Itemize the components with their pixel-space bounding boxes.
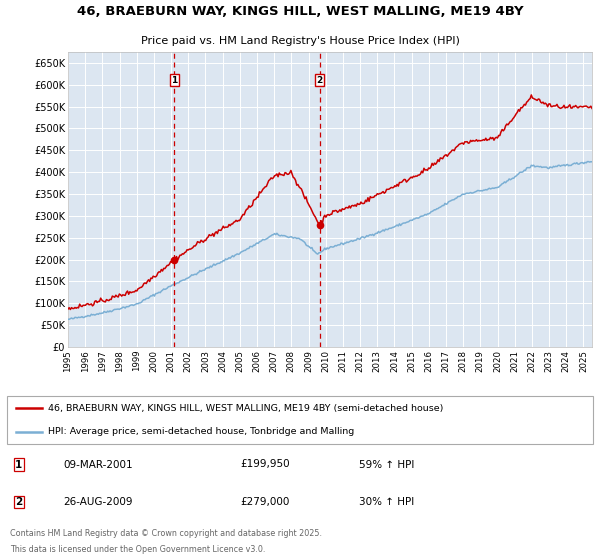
Text: 2: 2	[317, 76, 323, 85]
Text: This data is licensed under the Open Government Licence v3.0.: This data is licensed under the Open Gov…	[10, 545, 265, 554]
Text: Price paid vs. HM Land Registry's House Price Index (HPI): Price paid vs. HM Land Registry's House …	[140, 35, 460, 45]
Text: HPI: Average price, semi-detached house, Tonbridge and Malling: HPI: Average price, semi-detached house,…	[49, 427, 355, 436]
Text: £199,950: £199,950	[241, 460, 290, 469]
Text: 26-AUG-2009: 26-AUG-2009	[63, 497, 133, 507]
Text: 2: 2	[15, 497, 22, 507]
Text: 46, BRAEBURN WAY, KINGS HILL, WEST MALLING, ME19 4BY: 46, BRAEBURN WAY, KINGS HILL, WEST MALLI…	[77, 5, 523, 18]
Text: 1: 1	[15, 460, 22, 469]
Text: 46, BRAEBURN WAY, KINGS HILL, WEST MALLING, ME19 4BY (semi-detached house): 46, BRAEBURN WAY, KINGS HILL, WEST MALLI…	[49, 404, 444, 413]
Text: £279,000: £279,000	[241, 497, 290, 507]
Text: 59% ↑ HPI: 59% ↑ HPI	[359, 460, 415, 469]
Text: 1: 1	[171, 76, 178, 85]
Text: 30% ↑ HPI: 30% ↑ HPI	[359, 497, 415, 507]
Text: Contains HM Land Registry data © Crown copyright and database right 2025.: Contains HM Land Registry data © Crown c…	[10, 529, 322, 538]
Text: 09-MAR-2001: 09-MAR-2001	[63, 460, 133, 469]
